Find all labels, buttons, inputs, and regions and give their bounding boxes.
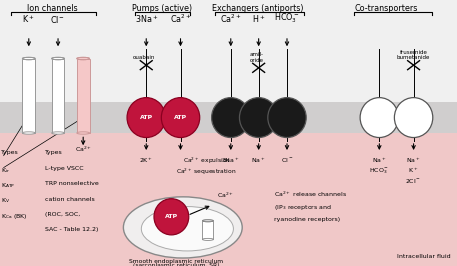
- Ellipse shape: [394, 98, 433, 138]
- Text: Ca$^{2+}$ sequestration: Ca$^{2+}$ sequestration: [176, 166, 236, 177]
- Bar: [0, 102, 457, 133]
- Ellipse shape: [360, 98, 399, 138]
- Ellipse shape: [202, 220, 213, 222]
- Ellipse shape: [52, 57, 64, 60]
- Text: bumetanide: bumetanide: [397, 55, 430, 60]
- Text: K$_{\rm Ca}$ (BK): K$_{\rm Ca}$ (BK): [1, 212, 28, 221]
- Text: Cl$^-$: Cl$^-$: [50, 14, 66, 25]
- Text: (IP$_3$ receptors and: (IP$_3$ receptors and: [274, 203, 332, 213]
- Ellipse shape: [202, 238, 213, 240]
- Ellipse shape: [239, 98, 278, 138]
- Ellipse shape: [22, 57, 35, 60]
- Text: Ca$^{2+}$ expulsion: Ca$^{2+}$ expulsion: [183, 156, 231, 166]
- Text: Ca$^{2+}$ release channels: Ca$^{2+}$ release channels: [274, 190, 347, 200]
- Text: L-type VSCC: L-type VSCC: [45, 166, 84, 171]
- Text: Ion channels: Ion channels: [27, 4, 78, 13]
- Text: SAC - Table 12.2): SAC - Table 12.2): [45, 227, 98, 232]
- Text: ouabain: ouabain: [133, 55, 155, 60]
- Text: Na$^+$: Na$^+$: [251, 156, 266, 164]
- Text: Na$^+$: Na$^+$: [406, 156, 421, 164]
- Text: amil-: amil-: [250, 52, 264, 57]
- Bar: [0, 133, 457, 266]
- Text: ATP: ATP: [165, 214, 178, 219]
- Ellipse shape: [77, 132, 90, 134]
- Text: H$^+$: H$^+$: [252, 14, 266, 25]
- Text: oride: oride: [250, 57, 264, 63]
- Text: Types: Types: [45, 150, 63, 155]
- Ellipse shape: [22, 132, 35, 134]
- Text: 2Cl$^-$: 2Cl$^-$: [405, 177, 422, 185]
- Bar: [22, 59, 35, 133]
- Text: Intracellular fluid: Intracellular fluid: [397, 254, 450, 259]
- Text: 2K$^+$: 2K$^+$: [139, 156, 154, 164]
- Text: Ca$^{2+}$: Ca$^{2+}$: [74, 145, 92, 154]
- Text: Exchangers (antiports): Exchangers (antiports): [213, 4, 304, 13]
- Ellipse shape: [212, 98, 250, 138]
- Text: ATP: ATP: [174, 115, 187, 120]
- Ellipse shape: [161, 98, 200, 138]
- Bar: [77, 59, 90, 133]
- Text: Co-transporters: Co-transporters: [355, 4, 418, 13]
- Ellipse shape: [77, 57, 90, 60]
- Text: frusemide: frusemide: [400, 49, 427, 55]
- Ellipse shape: [141, 207, 234, 251]
- Bar: [0, 0, 457, 102]
- Text: TRP nonselective: TRP nonselective: [45, 181, 99, 186]
- Ellipse shape: [123, 197, 242, 258]
- Text: K$^+$: K$^+$: [22, 14, 35, 25]
- Text: K$_{\rm ir}$: K$_{\rm ir}$: [1, 166, 11, 174]
- Text: K$_{\rm ATP}$: K$_{\rm ATP}$: [1, 181, 16, 190]
- Text: Ca$^{2+}$: Ca$^{2+}$: [220, 13, 241, 25]
- Text: Ca$^{2+}$: Ca$^{2+}$: [170, 13, 191, 25]
- Text: Types: Types: [1, 150, 19, 155]
- Ellipse shape: [154, 199, 189, 235]
- Text: ryanodine receptors): ryanodine receptors): [274, 217, 340, 222]
- Bar: [52, 59, 64, 133]
- Text: ATP: ATP: [140, 115, 153, 120]
- Text: 3Na$^+$: 3Na$^+$: [134, 14, 158, 25]
- Text: Na$^+$: Na$^+$: [372, 156, 387, 164]
- Text: cation channels: cation channels: [45, 197, 95, 202]
- Text: K$^+$: K$^+$: [409, 166, 419, 175]
- Text: Pumps (active): Pumps (active): [132, 4, 192, 13]
- Ellipse shape: [268, 98, 306, 138]
- Text: (ROC, SOC,: (ROC, SOC,: [45, 212, 80, 217]
- Text: (sarcoplasmic reticulum, SR): (sarcoplasmic reticulum, SR): [133, 263, 219, 266]
- Text: K$_{\rm V}$: K$_{\rm V}$: [1, 197, 11, 205]
- Text: Cl$^-$: Cl$^-$: [281, 156, 293, 164]
- Text: Smooth endoplasmic reticulum: Smooth endoplasmic reticulum: [129, 259, 223, 264]
- Text: 3Na$^+$: 3Na$^+$: [222, 156, 240, 164]
- Text: HCO$_3^-$: HCO$_3^-$: [274, 12, 300, 25]
- Bar: [202, 221, 213, 239]
- Text: HCO$_3^-$: HCO$_3^-$: [369, 166, 389, 176]
- Ellipse shape: [52, 132, 64, 134]
- Text: Ca$^{2+}$: Ca$^{2+}$: [217, 190, 234, 200]
- Ellipse shape: [127, 98, 165, 138]
